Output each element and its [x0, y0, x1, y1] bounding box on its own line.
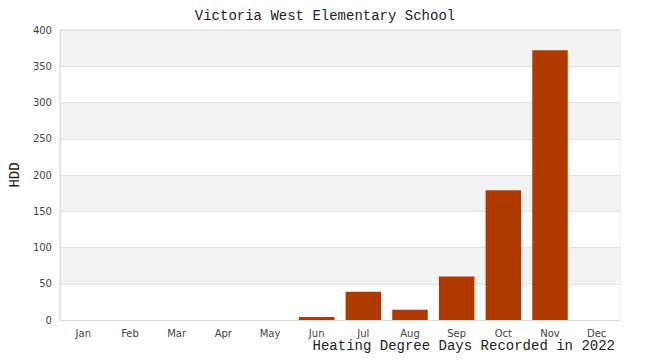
svg-text:Jul: Jul — [356, 328, 369, 339]
svg-text:Victoria West Elementary Schoo: Victoria West Elementary School — [195, 8, 455, 24]
svg-text:Mar: Mar — [167, 328, 187, 339]
svg-text:Aug: Aug — [400, 328, 420, 339]
svg-text:Jun: Jun — [308, 328, 325, 339]
svg-text:100: 100 — [33, 242, 52, 253]
svg-text:Apr: Apr — [215, 328, 233, 339]
svg-text:HDD: HDD — [7, 162, 23, 187]
svg-text:300: 300 — [33, 97, 52, 108]
svg-text:200: 200 — [33, 170, 52, 181]
svg-text:150: 150 — [33, 206, 52, 217]
svg-text:Nov: Nov — [540, 328, 560, 339]
svg-text:350: 350 — [33, 61, 52, 72]
svg-text:Sep: Sep — [447, 328, 466, 339]
svg-text:Feb: Feb — [121, 328, 139, 339]
svg-text:0: 0 — [46, 315, 52, 326]
svg-text:Jan: Jan — [75, 328, 91, 339]
svg-text:50: 50 — [39, 278, 52, 289]
svg-text:Heating Degree Days Recorded i: Heating Degree Days Recorded in 2022 — [313, 338, 615, 354]
svg-text:250: 250 — [33, 133, 52, 144]
svg-text:Dec: Dec — [587, 328, 606, 339]
svg-text:Oct: Oct — [495, 328, 512, 339]
svg-text:400: 400 — [33, 25, 52, 36]
svg-text:May: May — [260, 328, 281, 339]
